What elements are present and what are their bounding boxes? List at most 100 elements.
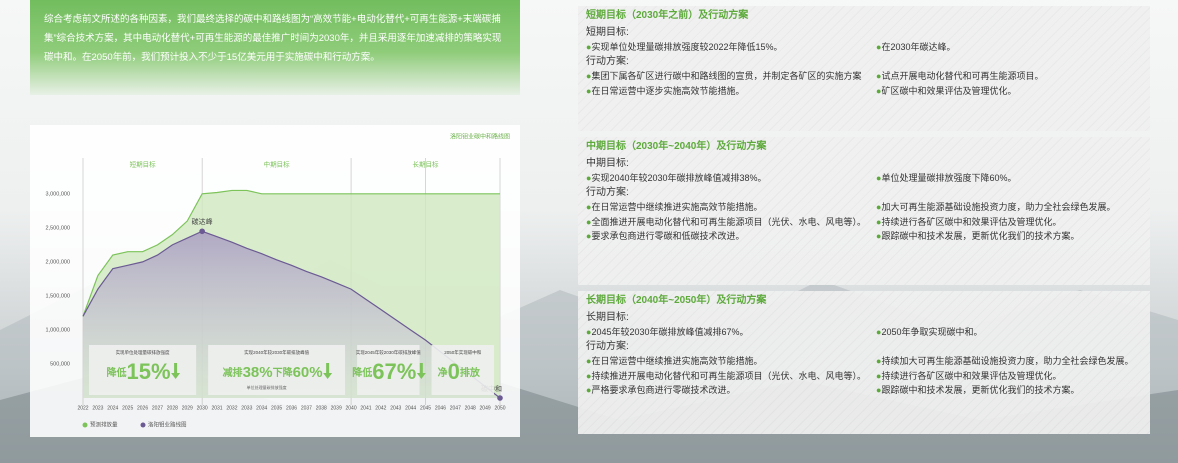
item-column: 单位处理量碳排放强度下降60%。 [876,171,1142,186]
item-column: 2050年争取实现碳中和。 [876,325,1142,340]
bullet-item: 在日常运营中继续推进实施高效节能措施。 [586,354,876,369]
stat-part: 降低 [352,366,372,379]
x-tick-label: 2031 [211,405,222,411]
x-tick-label: 2048 [465,405,476,411]
y-tick-label: 1,500,000 [46,293,70,299]
goal-panel: 中期目标（2030年~2040年）及行动方案中期目标:实现2040年较2030年… [578,137,1150,285]
item-column: 实现单位处理量碳排放强度较2022年降低15%。 [586,40,876,55]
stat-part: 排放 [460,366,481,379]
group-label: 中期目标: [586,157,1142,172]
x-tick-label: 2042 [375,405,386,411]
bullet-item: 在日常运营中继续推进实施高效节能措施。 [586,200,876,215]
page: 综合考虑前文所述的各种因素，我们最终选择的碳中和路线图为“高效节能+电动化替代+… [0,0,1178,463]
stat-part: 67% [372,359,416,384]
item-column: 试点开展电动化替代和可再生能源项目。矿区碳中和效果评估及管理优化。 [876,69,1142,98]
x-tick-label: 2022 [77,405,88,411]
group-label: 短期目标: [586,26,1142,41]
bullet-item: 要求承包商进行零碳和低碳技术改进。 [586,229,876,244]
bullet-item: 2045年较2030年碳排放峰值减排67%。 [586,325,876,340]
x-tick-label: 2045 [420,405,431,411]
x-tick-label: 2030 [197,405,208,411]
phase-label: 中期目标 [264,160,291,169]
x-tick-label: 2037 [301,405,312,411]
stat-part: 净 [438,366,448,379]
y-tick-label: 2,000,000 [46,259,70,265]
bullet-item: 加大可再生能源基础设施投资力度，助力全社会绿色发展。 [876,200,1142,215]
group-label: 行动方案: [586,340,1142,355]
x-tick-label: 2046 [435,405,446,411]
stat-part: 60% [293,364,323,381]
item-columns: 在日常运营中继续推进实施高效节能措施。持续推进开展电动化替代和可再生能源项目（光… [586,354,1142,398]
x-tick-label: 2033 [241,405,252,411]
stat-note: 单位处理量碳排放强度 [247,384,287,390]
x-tick-label: 2050 [494,405,505,411]
x-tick-label: 2034 [256,405,267,411]
bullet-item: 全面推进开展电动化替代和可再生能源项目（光伏、水电、风电等）。 [586,215,876,230]
group-label: 行动方案: [586,186,1142,201]
x-tick-label: 2023 [92,405,103,411]
legend-swatch [141,423,146,428]
x-tick-label: 2026 [137,405,148,411]
stat-caption: 实现单位处理量碳排放强度 [116,349,170,356]
panel-title: 中期目标（2030年~2040年）及行动方案 [586,140,1142,155]
bullet-item: 持续进行各矿区碳中和效果评估及管理优化。 [876,369,1142,384]
x-tick-label: 2040 [346,405,357,411]
chart: 洛阳钼业碳中和路线图 短期目标中期目标长期目标500,0001,000,0001… [30,125,520,437]
bullet-item: 持续推进开展电动化替代和可再生能源项目（光伏、水电、风电等）。 [586,369,876,384]
stat-part: 15% [127,359,171,384]
legend-swatch [83,423,88,428]
y-tick-label: 1,000,000 [46,327,70,333]
y-tick-label: 3,000,000 [46,191,70,197]
x-tick-label: 2035 [271,405,282,411]
group-label: 行动方案: [586,55,1142,70]
bullet-item: 集团下属各矿区进行碳中和路线图的宣贯，并制定各矿区的实施方案 [586,69,876,84]
item-column: 在日常运营中继续推进实施高效节能措施。持续推进开展电动化替代和可再生能源项目（光… [586,354,876,398]
phase-label: 短期目标 [130,160,157,169]
item-columns: 集团下属各矿区进行碳中和路线图的宣贯，并制定各矿区的实施方案在日常运营中逐步实施… [586,69,1142,98]
x-tick-label: 2029 [182,405,193,411]
x-tick-label: 2043 [390,405,401,411]
item-column: 实现2040年较2030年碳排放峰值减排38%。 [586,171,876,186]
x-tick-label: 2044 [405,405,416,411]
group-label: 长期目标: [586,311,1142,326]
x-tick-label: 2039 [331,405,342,411]
goal-panel: 长期目标（2040年~2050年）及行动方案长期目标:2045年较2030年碳排… [578,291,1150,434]
item-columns: 2045年较2030年碳排放峰值减排67%。2050年争取实现碳中和。 [586,325,1142,340]
x-tick-label: 2028 [167,405,178,411]
stat-part: 减排 [223,366,243,379]
goal-panel: 短期目标（2030年之前）及行动方案短期目标:实现单位处理量碳排放强度较2022… [578,6,1150,131]
bullet-item: 严格要求承包商进行零碳技术改进。 [586,383,876,398]
x-tick-label: 2025 [122,405,133,411]
bullet-item: 单位处理量碳排放强度下降60%。 [876,171,1142,186]
stat-part: 下降 [273,366,294,379]
stat-part: 0 [448,359,460,384]
y-tick-label: 500,000 [50,361,70,367]
bullet-item: 实现单位处理量碳排放强度较2022年降低15%。 [586,40,876,55]
stat-caption: 实现2045年较2030年碳排放峰值 [356,349,422,356]
bullet-item: 在日常运营中逐步实施高效节能措施。 [586,84,876,99]
y-tick-label: 2,500,000 [46,225,70,231]
intro-text: 综合考虑前文所述的各种因素，我们最终选择的碳中和路线图为“高效节能+电动化替代+… [30,0,520,95]
x-tick-label: 2036 [286,405,297,411]
annotation: 碳达峰 [192,217,213,226]
x-tick-label: 2049 [480,405,491,411]
bullet-item: 2050年争取实现碳中和。 [876,325,1142,340]
panel-title: 长期目标（2040年~2050年）及行动方案 [586,294,1142,309]
panel-title: 短期目标（2030年之前）及行动方案 [586,9,1142,24]
item-column: 集团下属各矿区进行碳中和路线图的宣贯，并制定各矿区的实施方案在日常运营中逐步实施… [586,69,876,98]
stat-caption: 2050年实现碳中和 [444,349,482,356]
bullet-item: 试点开展电动化替代和可再生能源项目。 [876,69,1142,84]
bullet-item: 跟踪碳中和技术发展，更新优化我们的技术方案。 [876,229,1142,244]
stat-caption: 实现2040年较2030年碳排放峰值 [244,349,310,356]
stat-part: 38% [243,364,273,381]
bullet-item: 持续加大可再生能源基础设施投资力度，助力全社会绿色发展。 [876,354,1142,369]
item-column: 2045年较2030年碳排放峰值减排67%。 [586,325,876,340]
item-column: 加大可再生能源基础设施投资力度，助力全社会绿色发展。持续进行各矿区碳中和效果评估… [876,200,1142,244]
x-tick-label: 2027 [152,405,163,411]
x-tick-label: 2041 [360,405,371,411]
stat-part: 降低 [107,366,127,379]
item-columns: 在日常运营中继续推进实施高效节能措施。全面推进开展电动化替代和可再生能源项目（光… [586,200,1142,244]
annotation-dot [199,228,205,234]
bullet-item: 矿区碳中和效果评估及管理优化。 [876,84,1142,99]
x-tick-label: 2038 [316,405,327,411]
